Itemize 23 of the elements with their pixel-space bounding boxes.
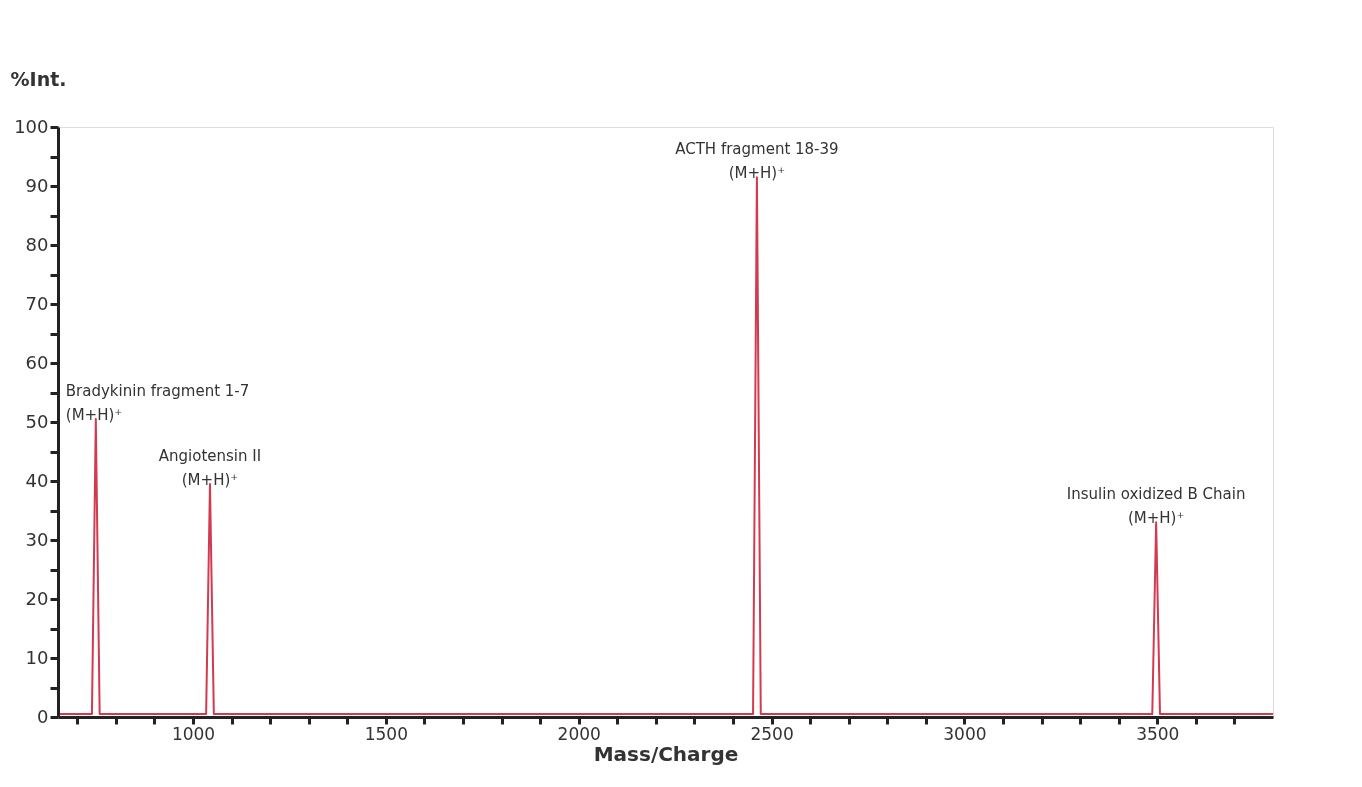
- y-tick-label: 50: [25, 410, 49, 432]
- x-tick-label: 2500: [750, 723, 794, 744]
- annotation: ACTH fragment 18-39 (M+H)⁺: [675, 140, 839, 183]
- y-tick-label: 30: [25, 528, 49, 550]
- y-axis-title: %Int.: [10, 67, 67, 90]
- annotation: Bradykinin fragment 1-7 (M+H)⁺: [65, 382, 250, 425]
- y-tick-label: 40: [25, 469, 49, 491]
- x-axis-title: Mass/Charge: [593, 741, 739, 766]
- x-tick-label: 1000: [171, 723, 216, 744]
- y-tick-label: 80: [25, 233, 49, 255]
- y-tick-label: 0: [37, 705, 49, 727]
- y-tick-label: 10: [25, 646, 49, 668]
- x-tick-label: 3000: [943, 723, 987, 744]
- y-tick-label: 60: [25, 351, 49, 373]
- x-tick-label: 3500: [1136, 723, 1180, 744]
- x-tick-label: 2000: [557, 723, 601, 744]
- y-tick-label: 90: [25, 174, 49, 196]
- y-tick-label: 70: [25, 292, 49, 314]
- y-tick-label: 100: [14, 115, 49, 137]
- x-tick-label: 1500: [364, 723, 408, 744]
- y-tick-label: 20: [25, 587, 49, 609]
- annotation: Insulin oxidized B Chain (M+H)⁺: [1066, 485, 1246, 528]
- annotation: Angiotensin II (M+H)⁺: [158, 446, 262, 489]
